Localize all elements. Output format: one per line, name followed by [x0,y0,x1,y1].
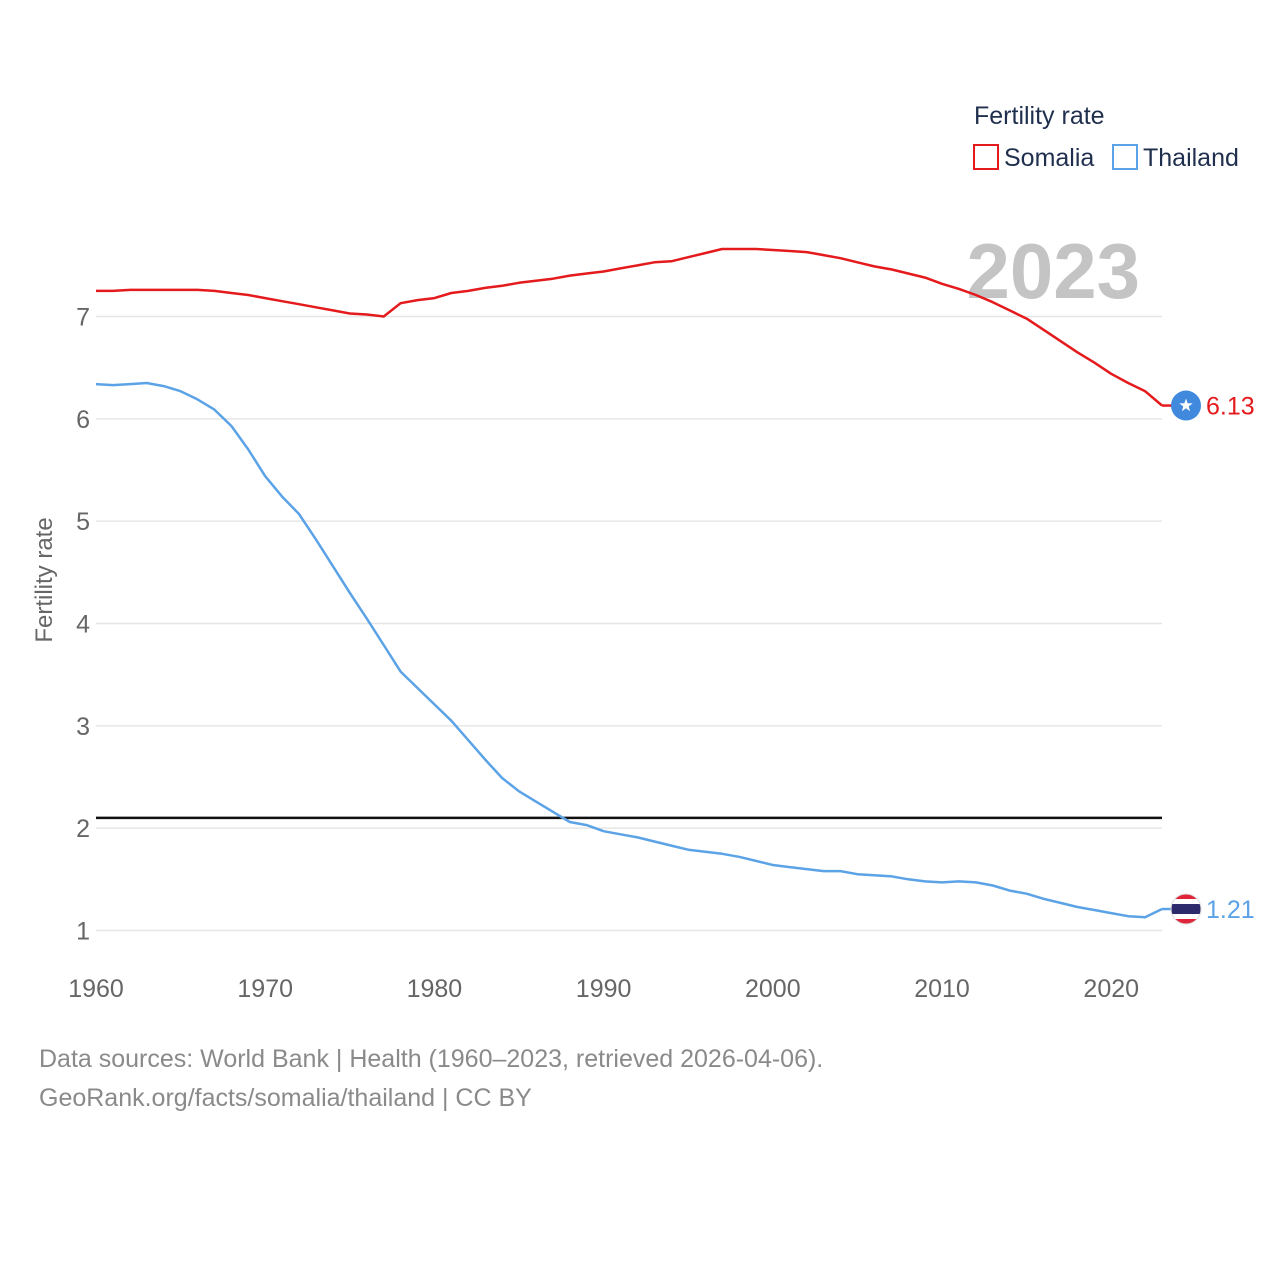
legend-swatch-somalia [973,144,999,170]
somalia-flag-icon [1171,390,1201,421]
flag-stripe-blue [1171,904,1201,915]
x-tick-label: 2010 [914,975,970,1003]
x-tick-label: 1970 [237,975,293,1003]
end-label-thailand: 1.21 [1206,896,1255,924]
end-label-somalia: 6.13 [1206,393,1255,421]
series-line-somalia [96,247,1163,407]
legend-label-thailand: Thailand [1143,144,1239,172]
x-tick-label: 1990 [576,975,632,1003]
fertility-chart: 1 2 3 4 5 6 7 1960 1970 1980 1990 2000 2010 2020 Fer… [31,102,1255,1003]
y-tick-label: 2 [76,815,90,843]
series-line-thailand [95,381,1163,919]
legend-label-somalia: Somalia [1004,144,1094,172]
y-axis-ticks: 1 2 3 4 5 6 7 [76,304,90,946]
legend-item-somalia[interactable]: Somalia [973,144,1094,172]
y-tick-label: 1 [76,918,90,946]
year-label: 2023 [966,227,1140,315]
x-tick-label: 1980 [407,975,463,1003]
attribution-link[interactable]: GeoRank.org/facts/somalia/thailand | CC … [39,1084,532,1112]
x-tick-label: 1960 [68,975,124,1003]
flag-stripes [1171,894,1201,925]
flag-border [1170,893,1202,925]
y-tick-label: 4 [76,611,90,639]
legend-swatch-thailand [1112,144,1138,170]
y-tick-label: 7 [76,304,90,332]
end-markers: 6.13 1.21 [1170,390,1255,925]
thailand-flag-icon [1170,893,1202,925]
y-tick-label: 6 [76,406,90,434]
flag-star [1179,398,1193,412]
series-lines [95,247,1172,919]
legend-title: Fertility rate [974,102,1105,130]
x-axis-ticks: 1960 1970 1980 1990 2000 2010 2020 [68,975,1139,1003]
legend-item-thailand[interactable]: Thailand [1112,144,1239,172]
x-tick-label: 2020 [1083,975,1139,1003]
y-axis-label: Fertility rate [31,517,58,642]
source-text: Data sources: World Bank | Health (1960–… [39,1045,824,1073]
legend: Fertility rate Somalia Thailand [973,102,1239,172]
y-tick-label: 3 [76,713,90,741]
x-tick-label: 2000 [745,975,801,1003]
y-tick-label: 5 [76,508,90,536]
y-gridlines [96,315,1162,932]
